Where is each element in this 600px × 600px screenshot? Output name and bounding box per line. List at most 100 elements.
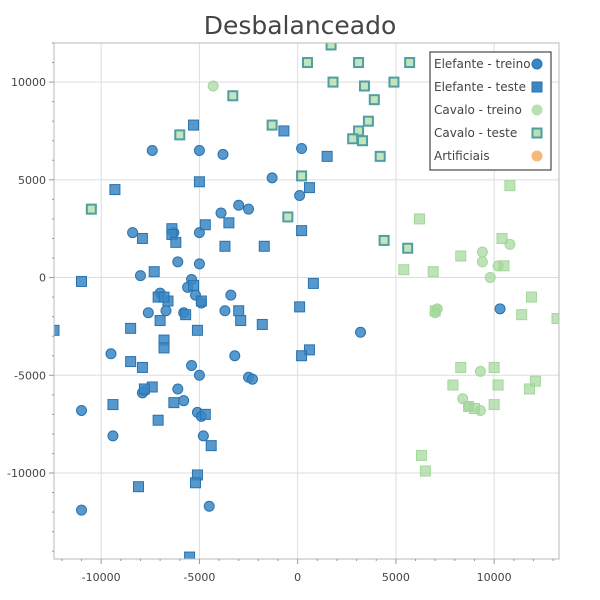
data-point [134,270,146,282]
x-tick-label: 5000 [382,571,410,584]
data-point [188,119,200,131]
x-tick-label: 0 [294,571,301,584]
data-point [278,125,290,137]
legend-label: Elefante - teste [434,80,526,94]
legend-label: Elefante - treino [434,57,531,71]
data-point [85,203,97,215]
data-point [125,322,137,334]
data-point [148,266,160,278]
data-point [447,379,459,391]
data-point [205,440,217,452]
data-point [219,305,231,317]
data-point [427,266,439,278]
data-point [529,375,541,387]
plot-frame [53,42,560,560]
legend-marker [531,104,543,116]
data-point [146,145,158,156]
data-point [525,291,537,303]
data-point [243,203,255,215]
data-point [184,551,196,559]
data-point [374,150,386,162]
legend-label: Cavalo - treino [434,103,522,117]
data-point [178,395,190,407]
data-point [476,256,488,268]
data-point [358,80,370,92]
legend-label: Cavalo - teste [434,126,517,140]
data-point [76,275,88,287]
data-points [54,43,559,559]
data-point [180,309,192,321]
data-point [172,383,184,395]
legend-marker [531,58,543,70]
data-point [219,240,231,252]
data-point [307,277,319,289]
data-point [415,449,427,461]
data-point [296,225,308,237]
y-tick-label: -5000 [14,369,46,382]
data-point [551,313,559,325]
data-point [186,360,198,371]
data-point [229,350,241,362]
data-point [494,303,506,315]
legend-label: Artificiais [434,149,490,163]
data-point [378,234,390,246]
data-point [138,383,150,395]
data-point [303,182,315,194]
axes: -10000 -5000 0 5000 10000 -10000 -5000 0 5000 100… [7,42,554,584]
y-tick-label: 5000 [18,174,46,187]
data-point [109,184,121,196]
data-point [174,129,186,141]
data-point [402,242,414,254]
y-tick-label: -10000 [7,467,46,480]
data-point [105,348,117,360]
data-point [301,57,313,69]
data-point [496,232,508,244]
data-point [152,414,164,426]
data-point [266,119,278,131]
data-point [498,260,510,272]
data-point [76,404,88,416]
data-point [368,94,380,106]
chart-title: Desbalanceado [204,11,397,40]
data-point [282,211,294,223]
data-point [107,399,119,411]
data-point [188,279,200,291]
data-point [484,272,496,284]
data-point [235,315,247,327]
data-point [516,309,528,321]
data-point [504,180,516,192]
data-point [193,176,205,188]
data-point [524,383,536,395]
data-point [127,227,139,239]
data-point [215,207,227,219]
data-point [154,315,166,327]
x-tick-label: -10000 [82,571,121,584]
legend-marker [531,81,543,93]
data-point [107,430,119,442]
data-point [469,403,481,414]
data-point [398,264,410,276]
data-point [199,219,211,231]
data-point [355,326,367,338]
data-point [258,240,270,252]
data-point [170,236,182,248]
legend: Elefante - treino Elefante - teste Cavalo … [429,51,552,171]
data-point [404,57,416,69]
data-point [246,373,258,385]
data-point [492,379,504,391]
data-point [303,344,315,356]
data-point [362,115,374,127]
data-point [158,342,170,354]
data-point [193,145,205,156]
data-point [296,143,308,155]
data-point [294,301,306,313]
legend-marker [531,127,543,139]
data-point [296,170,308,182]
data-point [217,148,229,160]
data-point [76,504,88,516]
data-point [357,135,369,147]
data-point [189,477,201,489]
data-point [455,361,467,373]
data-point [488,361,500,373]
